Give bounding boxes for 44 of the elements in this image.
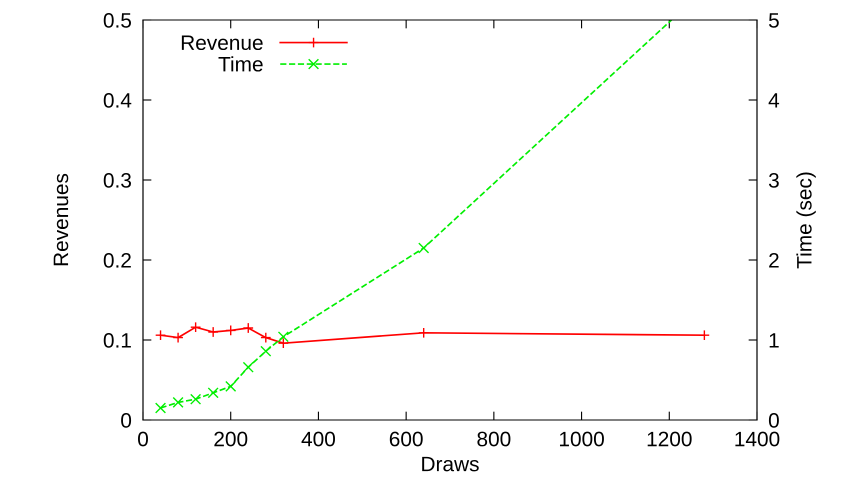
y2-tick-label: 0	[768, 413, 779, 428]
y-tick-label: 0.5	[104, 13, 132, 28]
point	[260, 346, 272, 357]
point	[225, 324, 236, 336]
point	[190, 322, 202, 333]
y-tick-label: 0.3	[104, 173, 131, 188]
point	[278, 331, 289, 342]
x-tick-label: 200	[214, 432, 248, 446]
y2-tick-label: 1	[770, 333, 779, 348]
point	[208, 387, 219, 398]
x-tick-label: 1400	[735, 432, 780, 446]
point	[698, 330, 710, 341]
point	[154, 402, 166, 414]
point	[225, 380, 236, 392]
x-tick-label: 800	[477, 432, 510, 446]
x-tick-label: 600	[390, 432, 423, 446]
y-tick-label: 0.1	[104, 333, 131, 348]
point	[242, 362, 254, 373]
point	[154, 330, 166, 341]
x-tick-label: 1200	[648, 432, 692, 446]
point	[172, 332, 184, 344]
point	[260, 332, 272, 344]
y2-tick-label: 4	[768, 93, 780, 108]
point	[208, 326, 219, 338]
y-tick-label: 0	[121, 413, 132, 428]
y-axis-title: Revenues	[54, 174, 68, 266]
y-tick-label: 0.2	[104, 253, 131, 268]
point	[418, 242, 430, 254]
point	[172, 396, 184, 408]
x-tick-label: 0	[138, 432, 148, 446]
point	[242, 322, 254, 334]
x-tick-label: 1000	[560, 432, 604, 446]
point	[190, 394, 202, 405]
y2-tick-label: 3	[768, 173, 779, 188]
y2-tick-label: 5	[768, 13, 779, 28]
y-tick-label: 0.4	[104, 93, 132, 108]
legend-label: Revenue	[182, 36, 263, 50]
x-tick-label: 400	[302, 432, 335, 446]
legend-label: Time	[218, 56, 263, 72]
point	[278, 338, 289, 349]
x-axis-title: Draws	[422, 456, 479, 472]
point	[418, 327, 430, 338]
y2-axis-title: Time (sec)	[796, 172, 816, 268]
y2-tick-label: 2	[769, 253, 779, 268]
